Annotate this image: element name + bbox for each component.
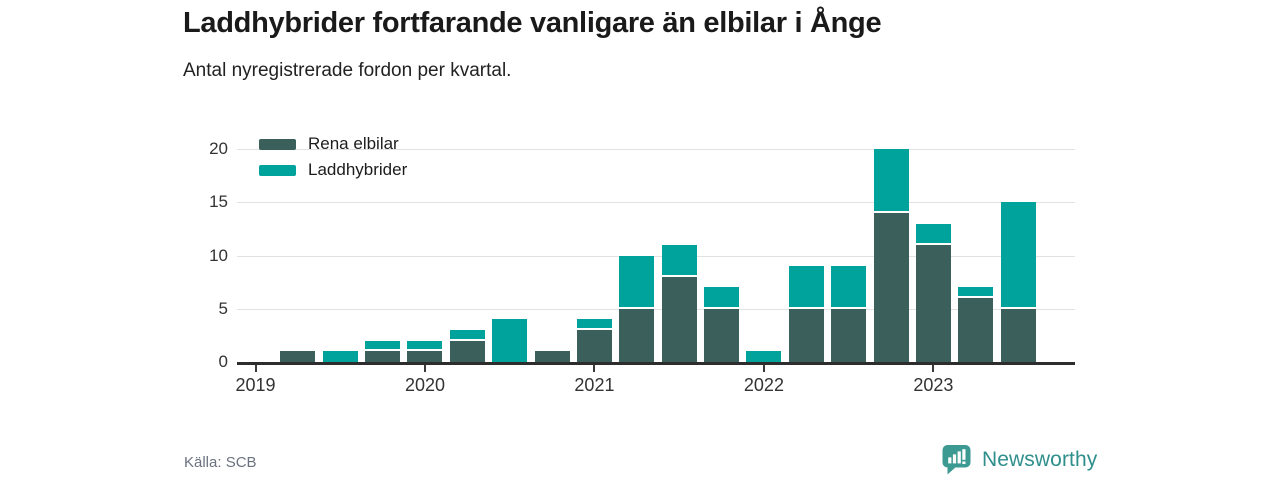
newsworthy-wordmark: Newsworthy [982, 447, 1098, 471]
x-tick-2023 [932, 365, 935, 372]
y-tick-label-0: 0 [218, 352, 228, 371]
bar-segment-laddhybrider [831, 266, 867, 309]
gridline-10 [237, 255, 1075, 257]
x-axis-line [237, 362, 1075, 365]
legend-item-rena-elbilar: Rena elbilar [259, 131, 407, 157]
bar-segment-laddhybrider [958, 287, 994, 299]
bar-segment-laddhybrider [704, 287, 740, 309]
bar-segment-rena-elbilar [915, 244, 951, 362]
legend-item-laddhybrider: Laddhybrider [259, 157, 407, 183]
bar-segment-laddhybrider [365, 340, 401, 352]
legend-swatch-rena-elbilar [259, 138, 296, 150]
legend-label-rena-elbilar: Rena elbilar [308, 134, 399, 153]
bar-segment-rena-elbilar [365, 351, 401, 362]
bar-segment-rena-elbilar [280, 351, 316, 362]
legend-label-laddhybrider: Laddhybrider [308, 160, 408, 179]
bar-segment-laddhybrider [576, 319, 612, 331]
bar-segment-laddhybrider [322, 351, 358, 362]
bar-segment-laddhybrider [619, 255, 655, 309]
bar-segment-laddhybrider [407, 340, 443, 352]
newsworthy-bubble-chart-icon [942, 445, 971, 475]
bar-segment-rena-elbilar [873, 212, 909, 362]
bar-segment-rena-elbilar [661, 276, 697, 362]
x-tick-2022 [762, 365, 765, 372]
x-tick-label-2019: 2019 [235, 375, 276, 395]
chart-subtitle: Antal nyregistrerade fordon per kvartal. [183, 60, 512, 81]
x-tick-2020 [423, 365, 426, 372]
gridline-5 [237, 308, 1075, 310]
bar-segment-rena-elbilar [619, 308, 655, 362]
y-tick-label-10: 10 [209, 245, 228, 265]
bar-segment-rena-elbilar [788, 308, 824, 362]
x-tick-2019 [254, 365, 257, 372]
bar-segment-rena-elbilar [831, 308, 867, 362]
y-tick-label-20: 20 [209, 139, 228, 158]
bar-segment-laddhybrider [873, 149, 909, 213]
x-tick-label-2021: 2021 [574, 375, 615, 395]
bar-segment-laddhybrider [661, 244, 697, 277]
newsworthy-logo[interactable]: Newsworthy [941, 444, 1097, 475]
legend-swatch-laddhybrider [259, 164, 296, 176]
bar-segment-rena-elbilar [534, 351, 570, 362]
bar-segment-rena-elbilar [576, 330, 612, 362]
bar-segment-rena-elbilar [704, 308, 740, 362]
x-tick-label-2023: 2023 [913, 375, 954, 395]
x-tick-2021 [593, 365, 596, 372]
source-note: Källa: SCB [184, 454, 257, 471]
bar-segment-laddhybrider [788, 266, 824, 309]
bar-segment-laddhybrider [449, 330, 485, 341]
y-tick-label-15: 15 [209, 192, 228, 212]
bar-segment-rena-elbilar [449, 340, 485, 362]
bar-segment-rena-elbilar [958, 298, 994, 362]
speech-bubble-shape [942, 445, 971, 475]
legend: Rena elbilar Laddhybrider [259, 131, 407, 183]
y-tick-label-5: 5 [218, 298, 228, 318]
x-tick-label-2022: 2022 [743, 375, 784, 395]
x-tick-label-2020: 2020 [404, 375, 445, 395]
bar-segment-laddhybrider [915, 223, 951, 245]
bar-segment-rena-elbilar [1000, 308, 1036, 362]
gridline-15 [237, 202, 1075, 204]
bar-segment-laddhybrider [746, 351, 782, 362]
bar-segment-rena-elbilar [407, 351, 443, 362]
chart-title: Laddhybrider fortfarande vanligare än el… [183, 7, 882, 39]
bar-segment-laddhybrider [492, 319, 528, 362]
gridline-20 [237, 149, 1075, 150]
bar-segment-laddhybrider [1000, 202, 1036, 309]
